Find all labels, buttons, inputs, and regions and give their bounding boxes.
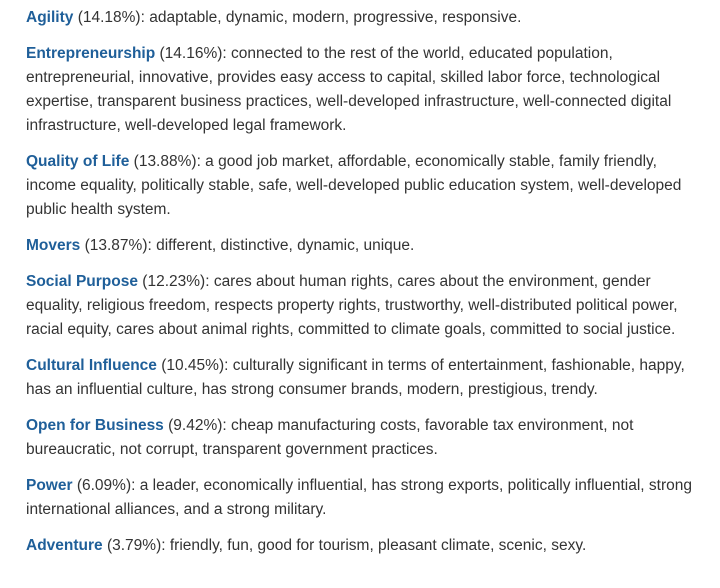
entry-name: Quality of Life <box>26 153 130 170</box>
entry-movers: Movers (13.87%): different, distinctive,… <box>26 234 704 258</box>
entry-text: : culturally significant in terms of ent… <box>26 357 685 398</box>
entry-text: : cheap manufacturing costs, favorable t… <box>26 417 634 458</box>
entry-quality-of-life: Quality of Life (13.88%): a good job mar… <box>26 150 704 222</box>
entry-text: : friendly, fun, good for tourism, pleas… <box>161 537 587 554</box>
entry-name: Movers <box>26 237 81 254</box>
entry-name: Agility <box>26 9 74 26</box>
entry-agility: Agility (14.18%): adaptable, dynamic, mo… <box>26 6 704 30</box>
entry-percent: (6.09%) <box>76 477 132 494</box>
entry-text: : a good job market, affordable, economi… <box>26 153 682 218</box>
entry-percent: (9.42%) <box>168 417 223 434</box>
entry-name: Power <box>26 477 73 494</box>
entry-name: Open for Business <box>26 417 164 434</box>
entry-text: : cares about human rights, cares about … <box>26 273 678 338</box>
entry-text: : connected to the rest of the world, ed… <box>26 45 672 134</box>
entry-text: : different, distinctive, dynamic, uniqu… <box>147 237 415 254</box>
entry-percent: (12.23%) <box>142 273 206 290</box>
entry-text: : a leader, economically influential, ha… <box>26 477 692 518</box>
entry-name: Cultural Influence <box>26 357 157 374</box>
entry-name: Adventure <box>26 537 103 554</box>
entry-text: : adaptable, dynamic, modern, progressiv… <box>140 9 522 26</box>
entry-percent: (13.88%) <box>133 153 197 170</box>
entry-adventure: Adventure (3.79%): friendly, fun, good f… <box>26 534 704 558</box>
entry-social-purpose: Social Purpose (12.23%): cares about hum… <box>26 270 704 342</box>
entry-cultural-influence: Cultural Influence (10.45%): culturally … <box>26 354 704 402</box>
entry-percent: (10.45%) <box>161 357 225 374</box>
entry-open-for-business: Open for Business (9.42%): cheap manufac… <box>26 414 704 462</box>
entry-percent: (3.79%) <box>106 537 162 554</box>
entry-percent: (14.16%) <box>159 45 223 62</box>
entry-entrepreneurship: Entrepreneurship (14.16%): connected to … <box>26 42 704 138</box>
entry-name: Social Purpose <box>26 273 138 290</box>
entry-percent: (14.18%) <box>77 9 141 26</box>
entry-name: Entrepreneurship <box>26 45 156 62</box>
entry-power: Power (6.09%): a leader, economically in… <box>26 474 704 522</box>
entry-percent: (13.87%) <box>84 237 148 254</box>
